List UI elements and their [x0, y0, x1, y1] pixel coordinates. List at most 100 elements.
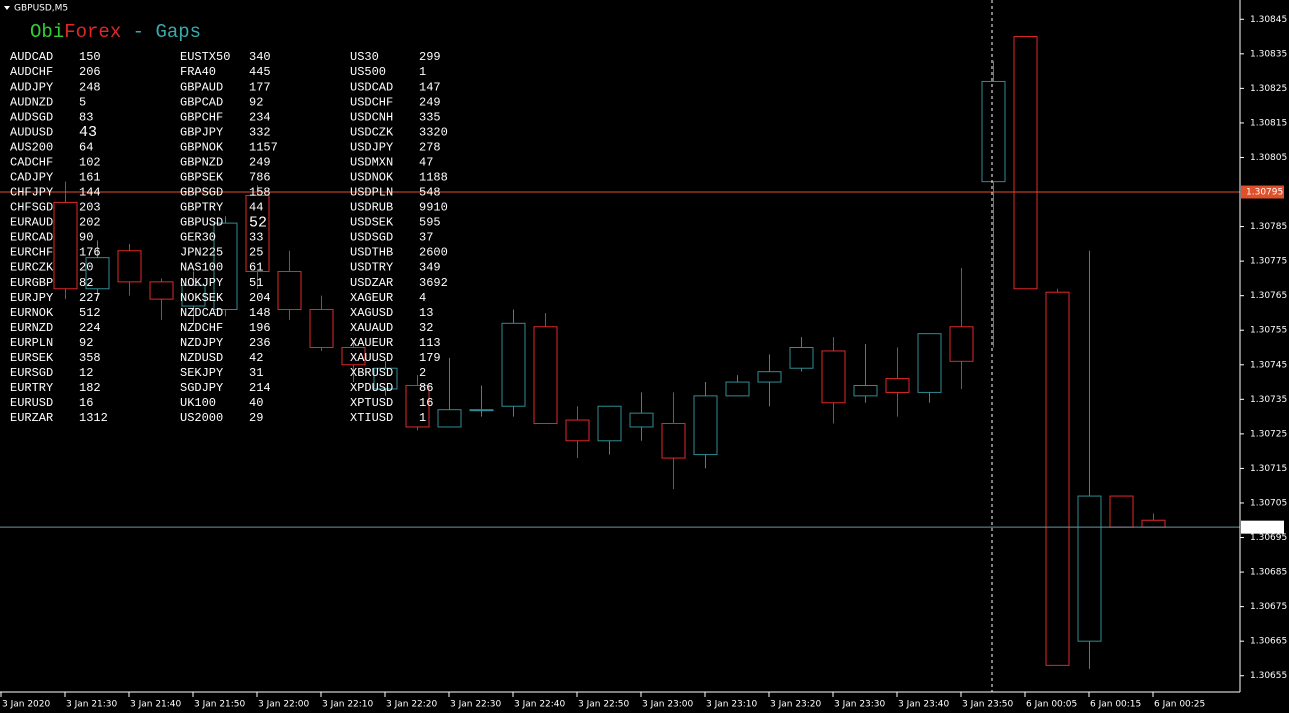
symbol-title: GBPUSD,M5: [14, 4, 68, 14]
candle-body: [1077, 495, 1102, 642]
gap-value: 42: [249, 351, 263, 365]
gap-value: 83: [79, 110, 93, 124]
symbol-name: SEKJPY: [180, 366, 223, 380]
gap-value: 16: [419, 396, 433, 410]
candle-body: [1141, 519, 1166, 528]
price-label: 1.30698: [1246, 523, 1283, 533]
symbol-name: EUSTX50: [180, 50, 230, 64]
gap-value: 51: [249, 276, 263, 290]
symbol-name: XAUEUR: [350, 336, 393, 350]
gap-value: 196: [249, 321, 271, 335]
gap-value: 445: [249, 65, 271, 79]
symbol-name: USDJPY: [350, 140, 393, 154]
symbol-name: USDPLN: [350, 186, 393, 200]
gap-value: 33: [249, 231, 263, 245]
x-tick-label: 3 Jan 22:40: [514, 700, 566, 710]
y-tick-label: 1.30845: [1250, 15, 1287, 25]
symbol-name: USDCAD: [350, 80, 393, 94]
candle-body: [245, 194, 270, 272]
price-label-box: [1241, 520, 1284, 534]
x-tick-label: 3 Jan 22:00: [258, 700, 310, 710]
symbol-name: USDTRY: [350, 261, 393, 275]
gap-value: 358: [79, 351, 101, 365]
candle-body: [277, 270, 302, 310]
gap-value: 9910: [419, 201, 448, 215]
symbol-name: UK100: [180, 396, 216, 410]
symbol-name: CADCHF: [10, 155, 53, 169]
gap-value: 548: [419, 186, 441, 200]
gap-value: 249: [249, 155, 271, 169]
symbol-name: NZDJPY: [180, 336, 223, 350]
gap-value: 2: [419, 366, 426, 380]
symbol-name: EURCZK: [10, 261, 54, 275]
symbol-name: EURJPY: [10, 291, 53, 305]
symbol-name: EURTRY: [10, 381, 53, 395]
symbol-name: NOKJPY: [180, 276, 223, 290]
plot-area: [0, 36, 1240, 669]
candle-body: [181, 284, 206, 307]
symbol-name: EURNZD: [10, 321, 53, 335]
gap-value: 12: [79, 366, 93, 380]
y-tick-label: 1.30745: [1250, 360, 1287, 370]
symbol-name: USDNOK: [350, 170, 394, 184]
y-tick-label: 1.30805: [1250, 153, 1287, 163]
symbol-menu-arrow[interactable]: [4, 6, 10, 10]
x-tick-label: 3 Jan 23:20: [770, 700, 822, 710]
gap-value: 203: [79, 201, 101, 215]
symbol-name: AUDUSD: [10, 125, 53, 139]
x-tick-label: 3 Jan 23:30: [834, 700, 886, 710]
symbol-name: CADJPY: [10, 170, 53, 184]
candle-body: [53, 201, 78, 290]
candle-body: [693, 395, 718, 456]
title-part: Forex: [64, 21, 121, 43]
candle-body: [565, 419, 590, 442]
gap-value: 512: [79, 306, 101, 320]
symbol-name: JPN225: [180, 246, 223, 260]
candle-body: [437, 409, 462, 428]
symbol-name: GBPAUD: [180, 80, 223, 94]
x-tick-label: 3 Jan 23:50: [962, 700, 1014, 710]
candle-body: [821, 350, 846, 404]
symbol-name: EURSGD: [10, 366, 53, 380]
x-tick-label: 6 Jan 00:05: [1026, 700, 1077, 710]
gap-value: 1157: [249, 140, 278, 154]
gap-value: 1188: [419, 170, 448, 184]
y-tick-label: 1.30835: [1250, 49, 1287, 59]
symbol-name: GBPNZD: [180, 155, 223, 169]
gap-value: 44: [249, 201, 263, 215]
y-tick-label: 1.30695: [1250, 533, 1287, 543]
symbol-name: GBPSGD: [180, 186, 223, 200]
candle-body: [533, 326, 558, 425]
y-tick-label: 1.30665: [1250, 637, 1287, 647]
y-tick-label: 1.30675: [1250, 602, 1287, 612]
symbol-name: AUS200: [10, 140, 53, 154]
x-tick-label: 3 Jan 22:50: [578, 700, 630, 710]
symbol-name: XAUUSD: [350, 351, 393, 365]
gap-value: 182: [79, 381, 101, 395]
symbol-name: GBPCAD: [180, 95, 223, 109]
y-tick-label: 1.30725: [1250, 429, 1287, 439]
gap-value: 90: [79, 231, 93, 245]
candle-body: [469, 409, 494, 412]
symbol-name: GBPJPY: [180, 125, 223, 139]
gap-value: 64: [79, 140, 93, 154]
gap-value: 1312: [79, 411, 108, 425]
symbol-name: US30: [350, 50, 379, 64]
gap-value: 248: [79, 80, 101, 94]
symbol-name: XAGUSD: [350, 306, 393, 320]
symbol-name: EURCAD: [10, 231, 53, 245]
symbol-name: GBPCHF: [180, 110, 223, 124]
x-tick-label: 3 Jan 22:20: [386, 700, 438, 710]
gap-value: 332: [249, 125, 271, 139]
symbol-name: USDSGD: [350, 231, 393, 245]
symbol-name: AUDJPY: [10, 80, 53, 94]
gap-value: 335: [419, 110, 441, 124]
gap-value: 40: [249, 396, 263, 410]
gap-value: 5: [79, 95, 86, 109]
symbol-name: EURZAR: [10, 411, 53, 425]
x-tick-label: 3 Jan 2020: [2, 700, 50, 710]
symbol-name: USDCZK: [350, 125, 394, 139]
symbol-name: USDTHB: [350, 246, 393, 260]
gap-value: 82: [79, 276, 93, 290]
